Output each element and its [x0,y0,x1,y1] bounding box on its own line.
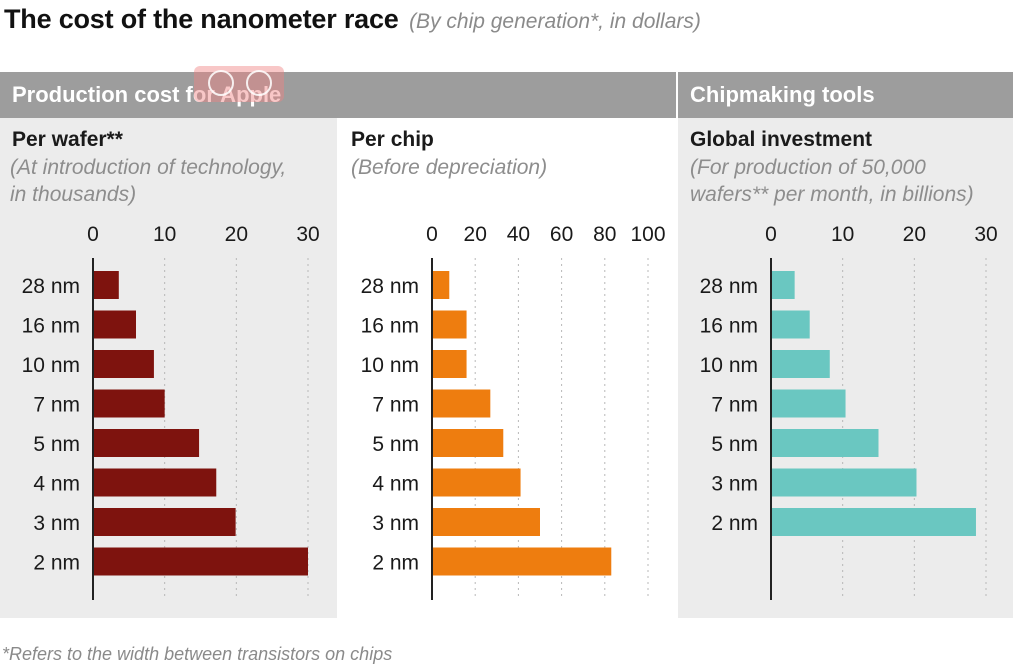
bar-investment-10nm [771,350,830,378]
panel-title: Per wafer** [12,128,123,151]
panel-title: Global investment [690,128,873,151]
category-label-chip: 16 nm [361,315,419,338]
tick-label-wafer: 30 [296,223,319,246]
category-label-investment: 28 nm [700,275,758,298]
bar-investment-2nm [771,508,976,536]
chart-header: The cost of the nanometer race (By chip … [4,4,701,35]
category-label-investment: 7 nm [711,394,758,417]
category-label-wafer: 4 nm [33,473,80,496]
bar-investment-28nm [771,271,795,299]
chart-title: The cost of the nanometer race [4,4,399,34]
tick-label-investment: 0 [765,223,777,246]
category-label-investment: 16 nm [700,315,758,338]
bar-chip-28nm [432,271,450,299]
panel-subtitle-line: (At introduction of technology, [10,156,287,179]
category-label-chip: 7 nm [372,394,419,417]
tick-label-wafer: 20 [225,223,248,246]
category-label-wafer: 16 nm [22,315,80,338]
tick-label-investment: 20 [903,223,926,246]
bar-investment-5nm [771,429,879,457]
category-label-wafer: 5 nm [33,433,80,456]
category-label-wafer: 2 nm [33,552,80,575]
tick-label-investment: 30 [974,223,997,246]
bar-wafer-28nm [93,271,119,299]
tick-label-chip: 20 [464,223,487,246]
bar-chip-10nm [432,350,467,378]
bar-wafer-4nm [93,468,217,497]
watermark-badge [194,66,284,102]
tick-label-chip: 40 [507,223,530,246]
category-label-wafer: 10 nm [22,354,80,377]
bar-wafer-10nm [93,350,154,378]
tick-label-wafer: 10 [153,223,176,246]
panel-title: Per chip [351,128,434,151]
tick-label-chip: 0 [426,223,438,246]
category-label-wafer: 7 nm [33,394,80,417]
band-production-cost: Production cost for Apple [0,72,676,118]
category-label-investment: 3 nm [711,473,758,496]
category-label-chip: 10 nm [361,354,419,377]
category-label-investment: 2 nm [711,512,758,535]
footnote: *Refers to the width between transistors… [2,644,393,664]
bar-chip-4nm [432,468,521,497]
category-label-investment: 10 nm [700,354,758,377]
tick-label-investment: 10 [831,223,854,246]
category-label-wafer: 3 nm [33,512,80,535]
chart-subtitle: (By chip generation*, in dollars) [409,10,701,33]
tick-label-chip: 60 [550,223,573,246]
category-label-chip: 28 nm [361,275,419,298]
category-label-chip: 4 nm [372,473,419,496]
band-chipmaking-tools: Chipmaking tools [678,72,1013,118]
bar-chip-2nm [432,547,612,576]
bar-wafer-3nm [93,508,236,536]
category-label-chip: 2 nm [372,552,419,575]
category-label-wafer: 28 nm [22,275,80,298]
bar-wafer-16nm [93,310,136,339]
bar-wafer-7nm [93,389,165,418]
tick-label-wafer: 0 [87,223,99,246]
bar-investment-7nm [771,389,846,418]
watermark-circle-icon [246,70,272,96]
category-label-chip: 5 nm [372,433,419,456]
panel-subtitle-line: (For production of 50,000 [690,156,926,179]
bar-chip-16nm [432,310,467,339]
panel-subtitle-line: (Before depreciation) [351,156,548,179]
category-label-investment: 5 nm [711,433,758,456]
bar-chip-5nm [432,429,504,457]
bar-investment-3nm [771,468,917,497]
tick-label-chip: 80 [593,223,616,246]
tick-label-chip: 100 [630,223,665,246]
panel-subtitle-line: in thousands) [10,183,137,206]
bar-chip-7nm [432,389,491,418]
bar-wafer-5nm [93,429,200,457]
watermark-circle-icon [208,70,234,96]
bar-investment-16nm [771,310,810,339]
category-label-chip: 3 nm [372,512,419,535]
bar-wafer-2nm [93,547,308,576]
bar-chip-3nm [432,508,540,536]
panel-subtitle-line: wafers** per month, in billions) [690,183,974,206]
